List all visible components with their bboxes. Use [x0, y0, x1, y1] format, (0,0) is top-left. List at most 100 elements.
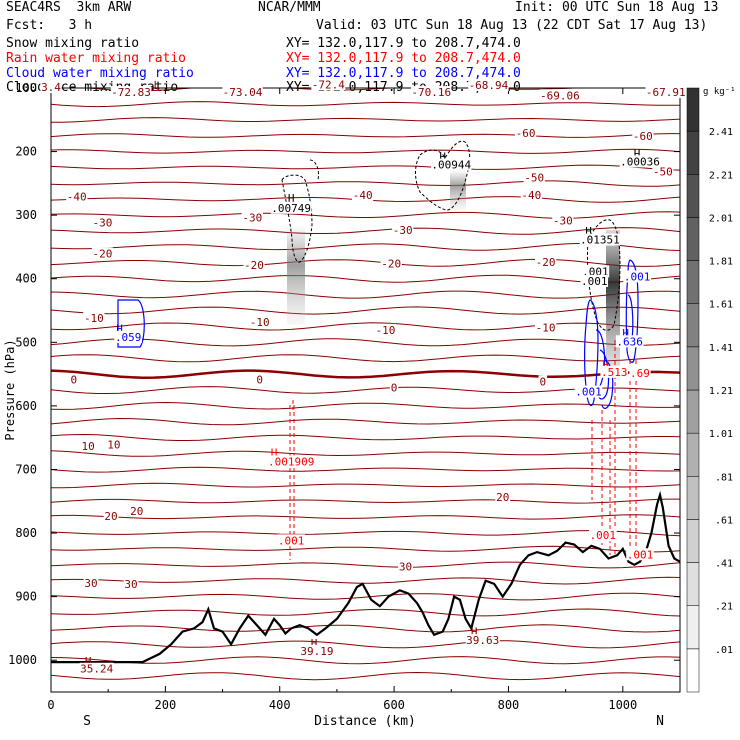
isotherm-label: -10: [249, 316, 271, 329]
extremum-value-label: .001: [626, 548, 654, 561]
extremum-value-label-text: .636: [616, 335, 643, 348]
extremum-value-label: 39.63: [465, 634, 500, 647]
field-snow-xy: XY= 132.0,117.9 to 208.7,474.0: [286, 36, 521, 51]
isotherm-label-text: -73.04: [223, 86, 263, 99]
extremum-value-label: .001: [623, 270, 651, 283]
rain-water-contours: [289, 340, 637, 560]
label-background: [538, 375, 547, 388]
extremum-value-label: .01351: [579, 233, 621, 247]
isotherm-label-text: 0: [539, 375, 546, 388]
label-background: [40, 81, 62, 93]
extremum-value-label: .059: [114, 330, 142, 344]
extremum-value-label-text: .00944: [431, 159, 471, 172]
label-background: [574, 385, 603, 398]
x-tick-label: 0: [47, 698, 54, 712]
valid-time: Valid: 03 UTC Sun 18 Aug 13 (22 CDT Sat …: [316, 18, 708, 33]
extremum-value-label: .513: [600, 365, 629, 379]
extremum-value-label-text: .69: [630, 367, 650, 380]
label-background: [398, 560, 413, 573]
extremum-value-label-text: .00749: [271, 202, 311, 215]
isotherm-label: -60: [515, 126, 537, 140]
isotherm-line: [84, 88, 680, 92]
isotherm-line: [51, 433, 680, 441]
y-tick-label: 100: [15, 81, 37, 95]
label-background: [110, 86, 152, 99]
extremum-value-label: .001: [589, 529, 617, 542]
label-background: [277, 534, 305, 547]
isotherm-line: [51, 466, 680, 473]
isotherm-label-text: -20: [536, 256, 556, 269]
extremum-value-label: .001: [580, 274, 609, 288]
label-background: [495, 491, 511, 504]
field-cloud-water-xy: XY= 132.0,117.9 to 208.7,474.0: [286, 66, 521, 81]
extremum-value-label: 39.19: [299, 644, 334, 658]
extremum-marker: H: [311, 637, 318, 650]
label-background: [581, 265, 610, 278]
extremum-marker: H: [602, 359, 609, 372]
isotherm-label-text: -72.4: [312, 78, 345, 91]
isotherm-label-text: -68.94: [469, 79, 509, 92]
institution-label: NCAR/MMM: [258, 0, 321, 15]
isotherm-line: [51, 576, 680, 585]
label-background: [103, 510, 119, 523]
label-background: [465, 634, 500, 647]
isotherm-line: [51, 417, 680, 426]
colorbar-swatch: [686, 519, 700, 563]
isotherm-line: [51, 211, 680, 219]
isotherm-label-text: 20: [496, 491, 509, 504]
label-background: [83, 576, 99, 589]
label-background: [129, 505, 145, 518]
label-background: [380, 257, 402, 270]
colorbar-level-label: 1.41: [709, 343, 733, 354]
isotherm-line: [51, 274, 680, 283]
label-background: [632, 129, 654, 142]
colorbar-swatch: [686, 217, 700, 261]
extremum-marker: H: [471, 626, 478, 639]
extremum-marker: H: [288, 192, 295, 205]
extremum-value-label: .001: [574, 385, 603, 399]
colorbar-swatch: [686, 130, 700, 175]
isotherm-line: [51, 322, 680, 331]
isotherm-label-text: -40: [521, 189, 541, 202]
label-background: [626, 548, 654, 561]
extremum-value-label: 35.24: [79, 662, 114, 676]
y-tick-label: 200: [15, 145, 37, 159]
snow-shade-mid: [450, 170, 466, 210]
x-tick-label: 1000: [608, 698, 637, 712]
colorbar-swatch: [686, 432, 700, 477]
label-background: [80, 440, 96, 453]
label-background: [629, 367, 651, 380]
isotherm-line: [51, 450, 680, 457]
ice-contour-east: [587, 219, 621, 331]
extremum-marker: H: [439, 151, 446, 164]
extremum-value-label-text: .001: [278, 534, 305, 547]
plot-area: [51, 88, 680, 681]
isotherm-line: [51, 164, 680, 171]
label-background: [114, 330, 142, 343]
isotherm-line: [51, 369, 680, 379]
label-background: [69, 373, 79, 386]
label-background: [535, 255, 557, 268]
cloud-ice-contours: [281, 140, 621, 331]
isotherm-label-text: -50: [653, 166, 673, 179]
isotherm-label-text: -20: [93, 248, 113, 261]
colorbar-level-label: 1.01: [709, 429, 733, 440]
extremum-value-label-text: 35.24: [80, 663, 113, 676]
extrema-markers: L H H H H H H H H H H H: [85, 79, 641, 668]
field-rain-label: Rain water mixing ratio: [6, 51, 187, 66]
y-tick-label: 500: [15, 335, 37, 349]
label-background: [66, 190, 88, 203]
terrain-surface: [51, 490, 680, 664]
label-background: [311, 78, 346, 91]
label-background: [615, 335, 644, 348]
isotherm-label: -73.04: [222, 86, 263, 99]
extremum-value-label-text: .001: [590, 529, 617, 542]
isotherm-line: [51, 656, 680, 665]
extremum-marker: L: [153, 79, 160, 92]
field-snow-label: Snow mixing ratio: [6, 36, 140, 51]
cloud-water-east-c: [597, 349, 610, 400]
isotherm-label: -50: [652, 165, 674, 179]
y-axis-title: Pressure (hPa): [3, 339, 17, 440]
isotherm-label: -30: [392, 224, 414, 237]
isotherm-line: [51, 498, 680, 504]
